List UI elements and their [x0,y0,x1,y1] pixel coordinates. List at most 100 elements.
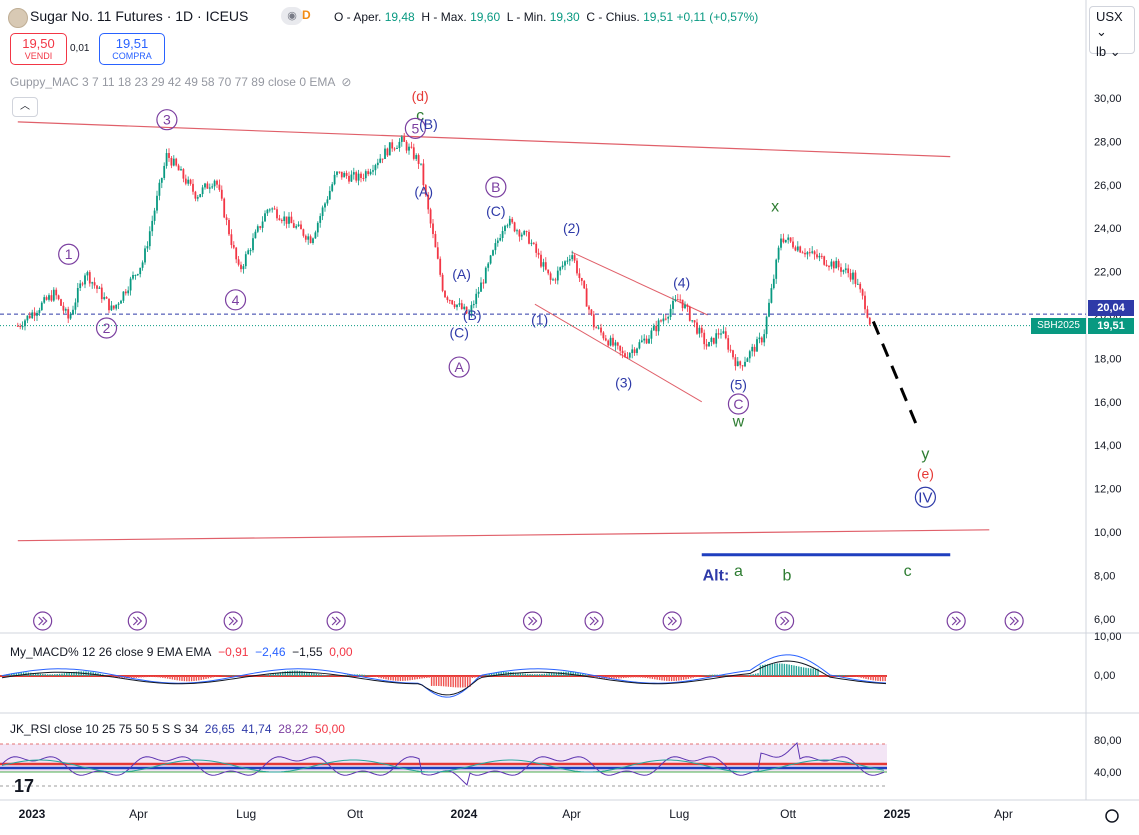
rsi-value-3: 28,22 [278,722,308,736]
candle-body [322,207,324,216]
candle-body [535,244,537,253]
candle-body [663,319,665,322]
candle-body [859,284,861,289]
unit-select[interactable]: lb ⌄ [1090,42,1134,62]
candle-body [778,248,780,260]
candle-body [807,252,809,254]
candle-body [346,173,348,176]
candle-body [552,279,554,280]
candle-body [507,225,509,226]
candle-body [531,243,533,244]
candle-body [514,222,516,231]
wave-label: a [734,563,743,580]
macd-legend[interactable]: My_MACD% 12 26 close 9 EMA EMA −0,91 −2,… [10,645,353,659]
symbol-title[interactable]: Sugar No. 11 Futures · 1D · ICEUS [30,8,248,24]
candle-body [576,261,578,274]
sugar-logo-icon [8,8,28,28]
candle-body [435,234,437,247]
time-axis-label: Ott [780,807,797,821]
wave-label: (B) [463,307,482,323]
candle-body [113,306,115,309]
rsi-legend[interactable]: JK_RSI close 10 25 75 50 5 S S 34 26,65 … [10,722,345,736]
candle-body [473,304,475,305]
candle-body [264,213,266,221]
candle-body [867,309,869,317]
candle-body [192,184,194,192]
buy-button[interactable]: 19,51 COMPRA [99,33,165,65]
candle-body [475,294,477,304]
wave-label: b [782,567,791,584]
candle-body [310,236,312,243]
candle-body [223,199,225,218]
trend-line[interactable] [18,530,989,541]
candle-body [183,169,185,179]
candle-body [411,147,413,148]
candle-body [852,273,854,280]
visibility-off-icon[interactable]: ⊘ [338,75,351,89]
candle-body [353,172,355,174]
candle-body [24,320,26,326]
candle-body [562,266,564,268]
close-label: C - Chius. [586,10,639,24]
candle-body [187,180,189,184]
candle-body [612,338,614,346]
currency-unit-selector[interactable]: USX ⌄ lb ⌄ [1089,6,1135,54]
candle-body [75,302,77,309]
close-value: 19,51 [643,10,673,24]
candle-body [315,232,317,238]
candle-body [171,158,173,166]
candle-body [199,194,201,197]
candle-body [291,217,293,223]
candle-body [137,274,139,275]
candle-body [96,285,98,288]
candle-body [175,159,177,166]
candle-body [831,262,833,267]
collapse-icon[interactable]: ︿ [12,97,38,117]
candle-body [252,238,254,250]
projection-line[interactable] [873,322,919,433]
currency-select[interactable]: USX ⌄ [1090,7,1134,42]
guppy-indicator-name: Guppy_MAC 3 7 11 18 23 29 42 49 58 70 77… [10,75,335,89]
guppy-indicator-legend[interactable]: Guppy_MAC 3 7 11 18 23 29 42 49 58 70 77… [10,75,351,89]
high-value: 19,60 [470,10,500,24]
ohlc-readout: O - Aper. 19,48 H - Max. 19,60 L - Min. … [334,10,758,24]
settings-icon[interactable] [1106,810,1118,822]
candle-body [334,175,336,184]
candle-body [27,316,29,321]
candle-body [667,317,669,319]
wave-label: Alt: [703,567,730,584]
trend-line[interactable] [18,122,950,157]
candle-body [756,339,758,351]
candle-body [377,163,379,165]
sell-button[interactable]: 19,50 VENDI [10,33,67,65]
candle-body [646,339,648,344]
candle-body [41,303,43,310]
candle-body [34,312,36,315]
candle-body [408,147,410,151]
candle-body [144,248,146,262]
candle-body [816,254,818,257]
data-mode-badge[interactable]: D [302,8,311,22]
price-axis-label: 12,00 [1094,484,1122,496]
candle-body [372,170,374,172]
candle-body [439,259,441,275]
candle-body [305,236,307,240]
wave-label: w [732,413,745,430]
candle-body [79,283,81,288]
candle-body [127,290,129,293]
visibility-icon[interactable]: ◉ [281,7,303,25]
price-axis-label: 22,00 [1094,267,1122,279]
candle-body [763,334,765,342]
candle-body [65,309,67,310]
candle-body [703,333,705,344]
candle-body [454,304,456,307]
candle-body [629,353,631,358]
candle-body [91,282,93,283]
candle-body [94,282,96,285]
candle-body [684,305,686,308]
candle-body [82,283,84,284]
symbol-price-tag: SBH2025 [1031,318,1086,334]
candle-body [413,147,415,159]
candle-body [211,186,213,187]
